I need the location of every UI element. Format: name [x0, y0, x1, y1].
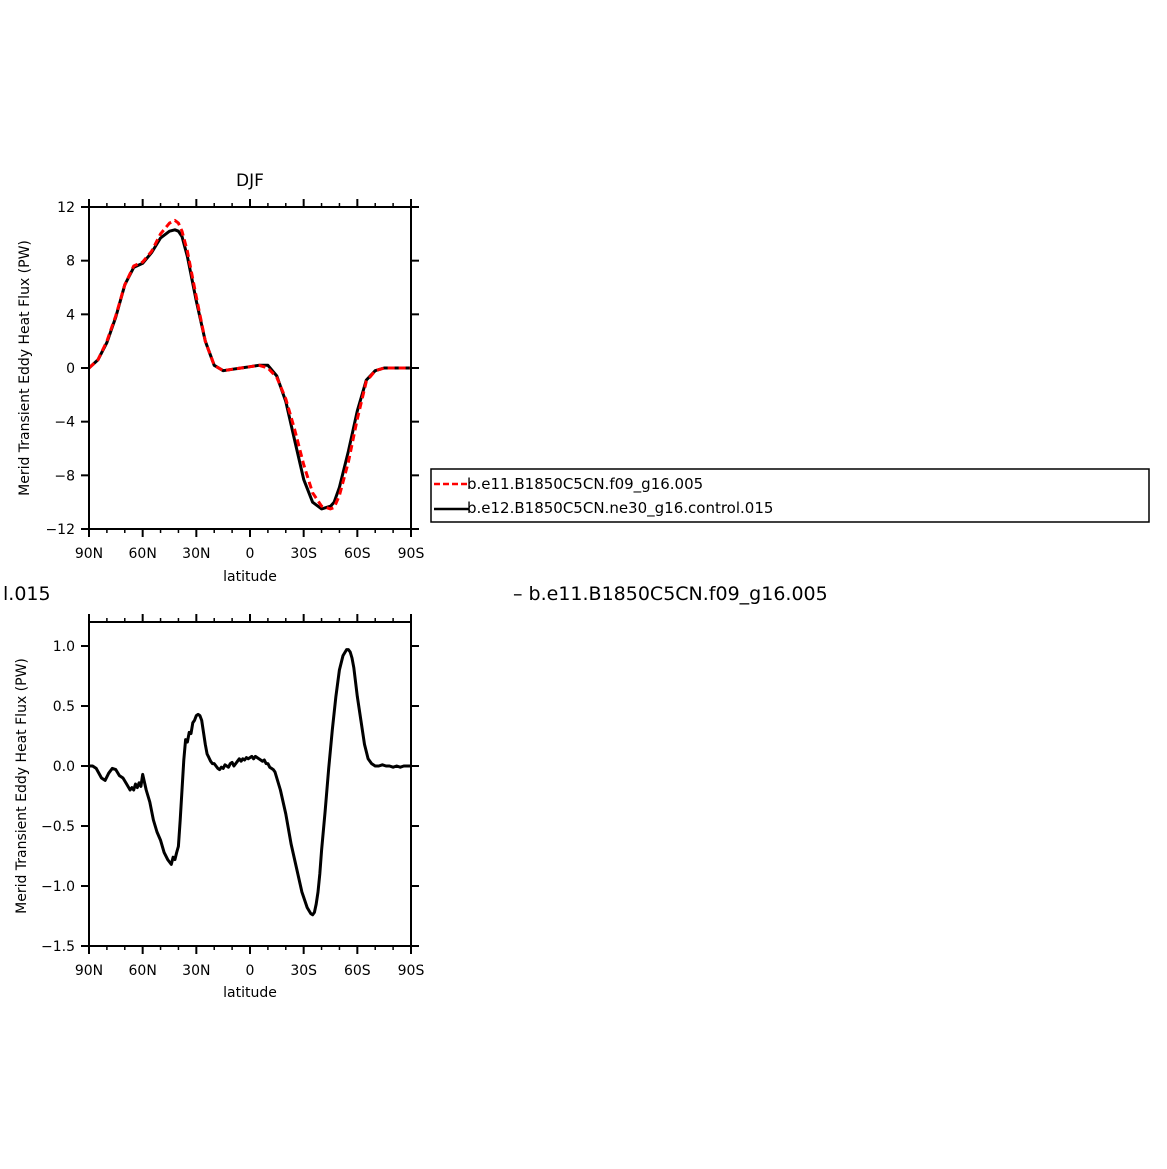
- x-axis-label: latitude: [223, 985, 277, 1001]
- legend-label: b.e12.B1850C5CN.ne30_g16.control.015: [467, 499, 773, 518]
- plot-area: [87, 218, 411, 511]
- y-tick-label: 0.0: [53, 759, 75, 775]
- x-tick-label: 30N: [182, 546, 210, 562]
- y-tick-label: 0: [66, 361, 75, 377]
- y-tick-label: 12: [57, 200, 75, 216]
- difference-panel: 90N 60N 30N 0 30S 60S 90S 1.0 0.5 0.0 −0.5 −1.0 −1.5…: [14, 614, 424, 1001]
- y-tick-label: −1.5: [41, 939, 75, 955]
- legend-box: [430, 468, 1150, 523]
- axis-ticks: 90N 60N 30N 0 30S 60S 90S 12 8 4 0 −4 −8 −12: [45, 199, 424, 562]
- djf-panel: DJF 90N 60N 30N 0 30S 60S 90S 12 8 4 0 −4 −8 −12 lati…: [17, 171, 424, 585]
- y-tick-label: 4: [66, 307, 75, 323]
- y-tick-label: −8: [54, 468, 75, 484]
- y-tick-label: 8: [66, 254, 75, 270]
- title-fragment-left: l.015: [3, 583, 51, 605]
- y-tick-label: 1.0: [53, 639, 75, 655]
- y-tick-label: −1.0: [41, 879, 75, 895]
- y-axis-label: Merid Transient Eddy Heat Flux (PW): [14, 658, 30, 914]
- legend: b.e11.B1850C5CN.f09_g16.005 b.e12.B1850C…: [430, 468, 1150, 523]
- y-tick-label: −12: [45, 522, 75, 538]
- x-tick-label: 0: [246, 546, 255, 562]
- x-tick-label: 60S: [344, 546, 371, 562]
- x-tick-label: 90S: [398, 546, 425, 562]
- y-axis-label: Merid Transient Eddy Heat Flux (PW): [17, 240, 33, 496]
- series-line-0: [89, 648, 411, 917]
- y-tick-label: −0.5: [41, 819, 75, 835]
- x-tick-label: 90N: [75, 963, 103, 979]
- x-tick-label: 60N: [129, 546, 157, 562]
- series-line-0: [87, 228, 411, 511]
- title-fragment-right: – b.e11.B1850C5CN.f09_g16.005: [513, 583, 828, 605]
- series-line-1: [87, 218, 411, 511]
- plot-area: [89, 648, 411, 917]
- y-tick-label: −4: [54, 415, 75, 431]
- x-tick-label: 90S: [398, 963, 425, 979]
- x-axis-label: latitude: [223, 569, 277, 585]
- x-tick-label: 60S: [344, 963, 371, 979]
- axis-ticks: 90N 60N 30N 0 30S 60S 90S 1.0 0.5 0.0 −0.5 −1.0 −1.5: [41, 614, 424, 979]
- chart-title: DJF: [236, 171, 264, 191]
- x-tick-label: 30N: [182, 963, 210, 979]
- x-tick-label: 0: [246, 963, 255, 979]
- x-tick-label: 30S: [290, 963, 317, 979]
- y-tick-label: 0.5: [53, 699, 75, 715]
- x-tick-label: 90N: [75, 546, 103, 562]
- x-tick-label: 30S: [290, 546, 317, 562]
- x-tick-label: 60N: [129, 963, 157, 979]
- legend-label: b.e11.B1850C5CN.f09_g16.005: [467, 475, 703, 494]
